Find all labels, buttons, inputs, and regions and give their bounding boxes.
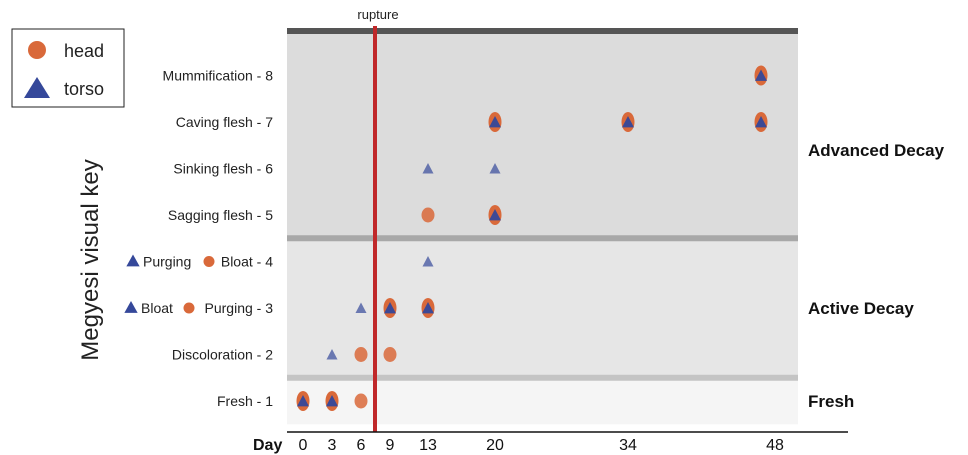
- torso-marker: [422, 163, 434, 174]
- rupture-label: rupture: [357, 7, 398, 22]
- stage-divider: [287, 235, 798, 242]
- x-tick-label: 3: [328, 437, 337, 454]
- y-category-label: Sinking flesh - 6: [173, 161, 273, 177]
- x-axis-title: Day: [253, 437, 282, 454]
- head-marker: [354, 393, 368, 409]
- y-category-label-part: Purging: [143, 254, 191, 270]
- y-category-labels: Fresh - 1 Discoloration - 2 Bloat Purging -…: [124, 68, 274, 409]
- y-category-label: Mummification - 8: [163, 68, 274, 84]
- circle-icon: [183, 302, 195, 314]
- torso-marker: [422, 256, 434, 267]
- y-category-label: Discoloration - 2: [172, 347, 273, 363]
- head-marker: [354, 347, 368, 362]
- stage-band-fresh: [287, 377, 798, 425]
- legend-entry-label: torso: [64, 79, 104, 99]
- x-tick-label: 0: [299, 437, 308, 454]
- y-category-label: Fresh - 1: [217, 393, 273, 409]
- torso-marker: [755, 69, 767, 81]
- torso-marker: [326, 395, 338, 407]
- x-tick-label: 6: [357, 437, 366, 454]
- torso-marker: [489, 116, 501, 128]
- x-tick-label: 48: [766, 437, 784, 454]
- legend-entry-label: head: [64, 41, 104, 61]
- legend: head torso: [11, 28, 125, 108]
- torso-marker: [326, 349, 338, 360]
- stage-band-advanced-decay: [287, 33, 798, 239]
- stage-label: Active Decay: [808, 299, 914, 318]
- y-category-label: Caving flesh - 7: [176, 114, 273, 130]
- rupture-marker: rupture: [357, 7, 399, 432]
- y-category-label: Sagging flesh - 5: [168, 207, 273, 223]
- triangle-icon: [124, 301, 138, 313]
- head-marker: [383, 347, 397, 362]
- y-category-label-part: Bloat - 4: [221, 254, 273, 270]
- stage-divider: [287, 374, 798, 381]
- circle-icon: [203, 256, 215, 267]
- stage-label: Advanced Decay: [808, 141, 945, 160]
- plot-top-border: [287, 28, 798, 34]
- torso-marker: [384, 302, 396, 314]
- axes: Day: [253, 431, 848, 454]
- legend-torso-marker: [24, 77, 50, 98]
- x-tick-label: 9: [386, 437, 395, 454]
- y-category-label-part: Purging - 3: [205, 300, 274, 316]
- y-axis-title: Megyesi visual key: [77, 159, 104, 360]
- torso-marker: [355, 302, 367, 313]
- stage-bands: [287, 33, 798, 425]
- x-tick-label: 13: [419, 437, 437, 454]
- x-tick-labels: 0 3 6 9 13 20 34 48: [299, 437, 784, 454]
- stage-label: Fresh: [808, 392, 854, 411]
- triangle-icon: [126, 254, 140, 267]
- legend-head-marker: [28, 41, 46, 59]
- torso-marker: [755, 116, 767, 128]
- torso-marker: [489, 209, 501, 221]
- torso-marker: [297, 395, 309, 407]
- stage-band-active-decay: [287, 238, 798, 378]
- data-markers: [296, 65, 768, 411]
- head-marker: [421, 207, 435, 223]
- torso-marker: [422, 302, 434, 314]
- y-category-label-part: Bloat: [141, 300, 173, 316]
- stage-labels: Fresh Active Decay Advanced Decay: [808, 141, 945, 411]
- torso-marker: [489, 163, 501, 174]
- x-tick-label: 20: [486, 437, 504, 454]
- x-tick-label: 34: [619, 437, 637, 454]
- torso-marker: [622, 116, 634, 128]
- stage-divider-lines: [287, 235, 798, 381]
